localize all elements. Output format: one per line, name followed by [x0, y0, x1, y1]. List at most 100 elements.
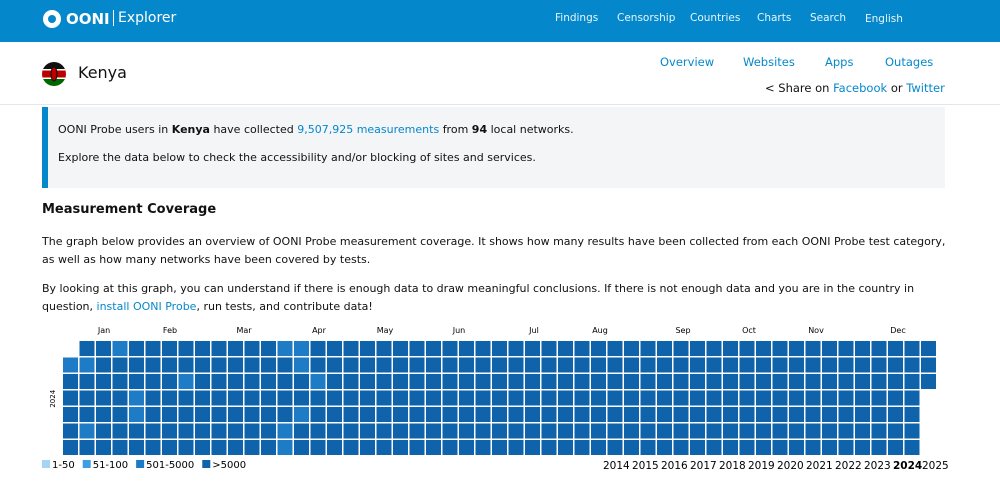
day-cell — [179, 374, 194, 389]
install-link[interactable]: install OONI Probe — [97, 300, 197, 313]
tab[interactable]: Overview — [660, 55, 714, 69]
day-cell — [839, 341, 854, 356]
year-button[interactable]: 2022 — [835, 460, 862, 472]
day-cell — [509, 440, 524, 455]
day-cell — [525, 424, 540, 439]
day-cell — [113, 424, 128, 439]
year-button[interactable]: 2024 — [893, 460, 922, 472]
day-cell — [740, 440, 755, 455]
day-cell — [162, 358, 177, 373]
day-cell — [690, 424, 705, 439]
day-cell — [888, 341, 903, 356]
twitter-link[interactable]: Twitter — [906, 81, 945, 95]
day-cell — [113, 407, 128, 422]
day-cell — [278, 341, 293, 356]
day-cell — [558, 440, 573, 455]
month-label: May — [377, 326, 394, 335]
day-cell — [327, 424, 342, 439]
year-button[interactable]: 2018 — [719, 460, 746, 472]
day-cell — [311, 374, 326, 389]
product-name[interactable]: Explorer — [113, 10, 176, 26]
day-cell — [542, 341, 557, 356]
share-or: or — [891, 81, 903, 95]
day-cell — [888, 424, 903, 439]
day-cell — [905, 358, 920, 373]
day-cell — [542, 391, 557, 406]
nav-link[interactable]: Findings — [555, 12, 598, 24]
facebook-link[interactable]: Facebook — [833, 81, 887, 95]
legend-label: 1-50 — [52, 460, 75, 471]
day-cell — [872, 440, 887, 455]
day-cell — [542, 407, 557, 422]
day-cell — [96, 358, 111, 373]
day-cell — [789, 424, 804, 439]
year-button[interactable]: 2025 — [922, 460, 949, 472]
day-cell — [707, 391, 722, 406]
language[interactable]: English — [865, 13, 903, 25]
day-cell — [294, 391, 309, 406]
nav-link[interactable]: Charts — [757, 12, 791, 24]
day-cell — [459, 358, 474, 373]
day-cell — [113, 374, 128, 389]
day-cell — [872, 407, 887, 422]
day-cell — [179, 424, 194, 439]
year-button[interactable]: 2015 — [632, 460, 659, 472]
day-cell — [789, 374, 804, 389]
day-cell — [542, 424, 557, 439]
nav-link[interactable]: Censorship — [617, 12, 675, 24]
day-cell — [707, 424, 722, 439]
tab[interactable]: Outages — [885, 55, 933, 69]
year-button[interactable]: 2021 — [806, 460, 833, 472]
day-cell — [707, 358, 722, 373]
day-cell — [525, 374, 540, 389]
day-cell — [740, 407, 755, 422]
day-cell — [278, 424, 293, 439]
section-heading: Measurement Coverage — [42, 202, 216, 217]
year-button[interactable]: 2023 — [864, 460, 891, 472]
tab[interactable]: Websites — [743, 55, 795, 69]
day-cell — [476, 391, 491, 406]
day-cell — [723, 374, 738, 389]
day-cell — [459, 407, 474, 422]
month-label: Jan — [97, 326, 110, 335]
year-button[interactable]: 2017 — [690, 460, 717, 472]
day-cell — [393, 358, 408, 373]
day-cell — [641, 374, 656, 389]
day-cell — [410, 391, 425, 406]
day-cell — [888, 440, 903, 455]
day-cell — [129, 391, 144, 406]
day-cell — [344, 391, 359, 406]
day-cell — [905, 374, 920, 389]
day-cell — [212, 374, 227, 389]
day-cell — [96, 341, 111, 356]
logo[interactable]: OONI — [66, 10, 110, 28]
nav-link[interactable]: Countries — [690, 12, 740, 24]
day-cell — [63, 391, 78, 406]
day-cell — [443, 391, 458, 406]
tab[interactable]: Apps — [825, 55, 853, 69]
day-cell — [278, 440, 293, 455]
day-cell — [212, 391, 227, 406]
month-label: Sep — [675, 326, 690, 335]
day-cell — [492, 358, 507, 373]
day-cell — [657, 424, 672, 439]
day-cell — [492, 424, 507, 439]
year-button[interactable]: 2014 — [603, 460, 630, 472]
month-label: Feb — [163, 326, 177, 335]
year-button[interactable]: 2020 — [777, 460, 804, 472]
year-button[interactable]: 2016 — [661, 460, 688, 472]
day-cell — [113, 440, 128, 455]
day-cell — [674, 407, 689, 422]
year-button[interactable]: 2019 — [748, 460, 775, 472]
day-cell — [344, 440, 359, 455]
nav-link[interactable]: Search — [810, 12, 846, 24]
day-cell — [179, 391, 194, 406]
day-cell — [921, 374, 936, 389]
day-cell — [575, 341, 590, 356]
day-cell — [756, 391, 771, 406]
day-cell — [426, 341, 441, 356]
count-link[interactable]: 9,507,925 measurements — [297, 123, 439, 136]
day-cell — [740, 341, 755, 356]
day-cell — [558, 424, 573, 439]
day-cell — [476, 424, 491, 439]
